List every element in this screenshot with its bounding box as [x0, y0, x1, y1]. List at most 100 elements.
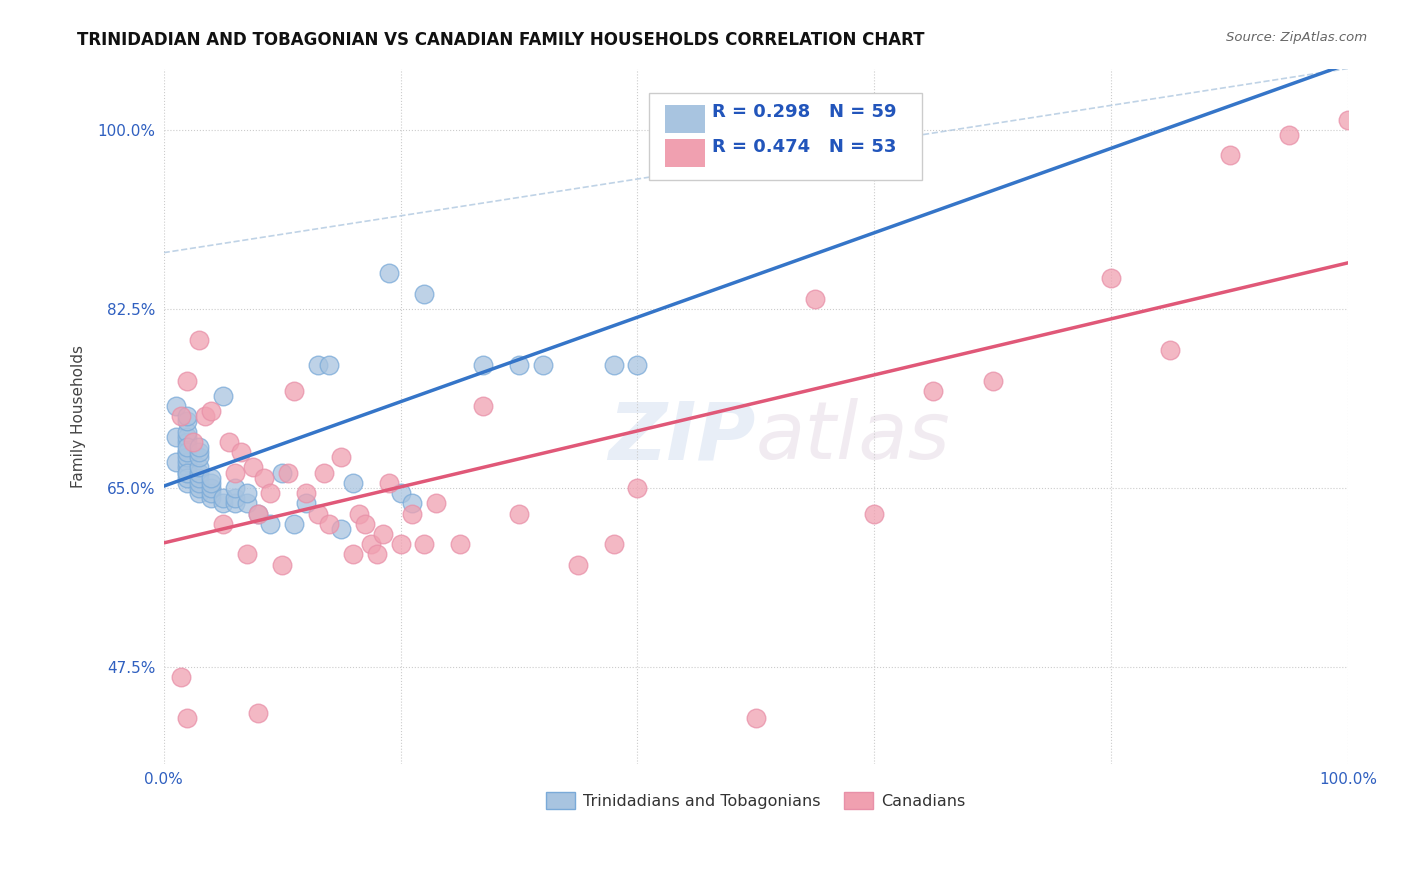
Point: [188, 486, 211, 500]
Point: [294, 486, 316, 500]
Point: [318, 516, 340, 531]
Point: [224, 496, 246, 510]
Point: [413, 537, 436, 551]
Point: [176, 445, 198, 459]
Point: [200, 486, 222, 500]
Point: [165, 455, 187, 469]
Point: [922, 384, 945, 398]
Point: [1278, 128, 1301, 142]
Point: [271, 466, 294, 480]
Point: [176, 430, 198, 444]
Point: [307, 507, 329, 521]
Point: [472, 358, 495, 372]
Point: [342, 548, 364, 562]
Text: Source: ZipAtlas.com: Source: ZipAtlas.com: [1226, 31, 1367, 45]
Point: [176, 466, 198, 480]
Point: [312, 466, 335, 480]
Point: [247, 507, 270, 521]
Point: [212, 496, 235, 510]
Point: [602, 358, 624, 372]
Point: [804, 292, 827, 306]
Point: [277, 466, 299, 480]
Point: [247, 507, 270, 521]
Point: [194, 409, 217, 424]
Point: [360, 537, 382, 551]
Point: [863, 507, 886, 521]
Point: [377, 266, 399, 280]
Point: [200, 471, 222, 485]
Point: [200, 475, 222, 490]
Point: [188, 445, 211, 459]
Point: [425, 496, 447, 510]
Point: [176, 425, 198, 439]
Point: [449, 537, 471, 551]
Point: [745, 711, 768, 725]
Text: TRINIDADIAN AND TOBAGONIAN VS CANADIAN FAMILY HOUSEHOLDS CORRELATION CHART: TRINIDADIAN AND TOBAGONIAN VS CANADIAN F…: [77, 31, 925, 49]
Point: [188, 475, 211, 490]
Point: [176, 414, 198, 428]
Point: [259, 516, 281, 531]
Point: [401, 496, 423, 510]
Point: [176, 475, 198, 490]
Point: [366, 548, 388, 562]
Point: [212, 491, 235, 506]
Point: [330, 450, 353, 465]
Point: [176, 466, 198, 480]
Point: [212, 389, 235, 403]
Point: [176, 471, 198, 485]
Text: R = 0.474   N = 53: R = 0.474 N = 53: [711, 138, 897, 156]
Point: [188, 466, 211, 480]
Point: [389, 537, 412, 551]
Point: [472, 399, 495, 413]
Point: [283, 516, 305, 531]
Point: [188, 481, 211, 495]
Point: [294, 496, 316, 510]
Point: [176, 434, 198, 449]
Point: [200, 481, 222, 495]
Point: [176, 460, 198, 475]
Point: [413, 286, 436, 301]
Point: [354, 516, 377, 531]
Point: [401, 507, 423, 521]
Point: [188, 333, 211, 347]
Text: atlas: atlas: [756, 398, 950, 476]
Point: [242, 460, 264, 475]
Point: [389, 486, 412, 500]
Point: [626, 481, 648, 495]
Point: [176, 445, 198, 459]
Legend: Trinidadians and Tobagonians, Canadians: Trinidadians and Tobagonians, Canadians: [540, 786, 972, 815]
Point: [224, 466, 246, 480]
Point: [188, 471, 211, 485]
Point: [188, 460, 211, 475]
Point: [1337, 112, 1360, 127]
Point: [508, 507, 530, 521]
Point: [330, 522, 353, 536]
Point: [247, 706, 270, 720]
Point: [1159, 343, 1181, 357]
Point: [170, 409, 193, 424]
Point: [307, 358, 329, 372]
Point: [531, 358, 554, 372]
Point: [697, 112, 720, 127]
Point: [253, 471, 276, 485]
Point: [176, 711, 198, 725]
Point: [200, 404, 222, 418]
Point: [229, 445, 252, 459]
Point: [176, 450, 198, 465]
Point: [377, 475, 399, 490]
Point: [224, 491, 246, 506]
Point: [165, 399, 187, 413]
Point: [235, 496, 257, 510]
Point: [176, 440, 198, 454]
Point: [212, 516, 235, 531]
Point: [176, 409, 198, 424]
Point: [259, 486, 281, 500]
Point: [188, 440, 211, 454]
Point: [567, 558, 589, 572]
Point: [347, 507, 370, 521]
Point: [626, 358, 648, 372]
Point: [342, 475, 364, 490]
Point: [218, 434, 240, 449]
Point: [176, 455, 198, 469]
Point: [170, 670, 193, 684]
